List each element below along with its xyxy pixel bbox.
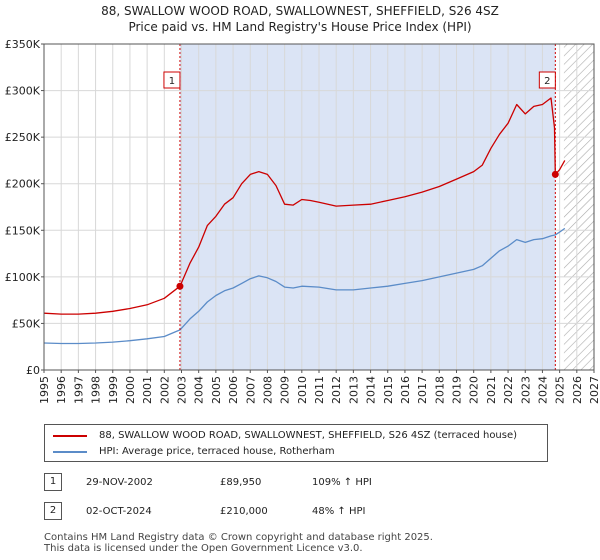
x-tick-label: 2003 bbox=[176, 376, 189, 404]
series-line-property bbox=[43, 97, 566, 315]
legend-swatch-property bbox=[53, 435, 87, 437]
x-tick-label: 2010 bbox=[296, 376, 309, 404]
y-tick-label: £350K bbox=[5, 38, 41, 51]
sale-label-box bbox=[163, 71, 181, 89]
x-tick-label: 1998 bbox=[90, 376, 103, 404]
x-tick-label: 2015 bbox=[382, 376, 395, 404]
y-tick-label: £250K bbox=[5, 131, 41, 144]
chart-title-line1: 88, SWALLOW WOOD ROAD, SWALLOWNEST, SHEF… bbox=[101, 4, 499, 18]
sale-label-number: 2 bbox=[544, 76, 550, 87]
transaction-row: 2 02-OCT-2024 £210,000 48% ↑ HPI bbox=[44, 502, 564, 522]
x-tick-label: 2006 bbox=[227, 376, 240, 404]
x-tick-label: 2002 bbox=[158, 376, 171, 404]
x-tick-label: 2016 bbox=[399, 376, 412, 404]
x-tick-label: 2012 bbox=[330, 376, 343, 404]
sale-label-box bbox=[538, 71, 556, 89]
y-tick-label: £200K bbox=[5, 178, 41, 191]
sale-label-number: 1 bbox=[169, 76, 175, 87]
x-tick-label: 1995 bbox=[38, 376, 51, 404]
transaction-date: 02-OCT-2024 bbox=[86, 506, 152, 517]
transaction-number: 2 bbox=[44, 502, 62, 520]
x-tick-label: 2004 bbox=[193, 376, 206, 404]
footer-licence: This data is licensed under the Open Gov… bbox=[44, 543, 363, 554]
x-tick-label: 2019 bbox=[451, 376, 464, 404]
x-tick-label: 2018 bbox=[433, 376, 446, 404]
transaction-date: 29-NOV-2002 bbox=[86, 477, 153, 488]
y-tick-label: £50K bbox=[12, 317, 41, 330]
footer-copyright: Contains HM Land Registry data © Crown c… bbox=[44, 532, 433, 543]
y-tick-label: £300K bbox=[5, 85, 41, 98]
legend-label-property: 88, SWALLOW WOOD ROAD, SWALLOWNEST, SHEF… bbox=[99, 430, 518, 441]
x-tick-label: 2020 bbox=[468, 376, 481, 404]
x-tick-label: 2017 bbox=[416, 376, 429, 404]
transaction-row: 1 29-NOV-2002 £89,950 109% ↑ HPI bbox=[44, 473, 564, 493]
x-tick-label: 2022 bbox=[502, 376, 515, 404]
transaction-number: 1 bbox=[44, 473, 62, 491]
x-tick-label: 2023 bbox=[519, 376, 532, 404]
x-tick-label: 2009 bbox=[279, 376, 292, 404]
y-tick-label: £0 bbox=[26, 364, 40, 377]
future-hatch-region bbox=[563, 44, 594, 370]
price-chart: 1 2 £0 £50K £100K £150K £200K £250K £300K £350K 1… bbox=[5, 38, 600, 404]
chart-title-line2: Price paid vs. HM Land Registry's House … bbox=[128, 20, 472, 34]
y-tick-label: £100K bbox=[5, 271, 41, 284]
x-tick-label: 2011 bbox=[313, 376, 326, 404]
transaction-hpi: 109% ↑ HPI bbox=[312, 477, 372, 488]
transaction-price: £89,950 bbox=[220, 477, 262, 488]
ownership-period-shade bbox=[179, 44, 556, 370]
x-tick-label: 2014 bbox=[365, 376, 378, 404]
sale-point bbox=[176, 282, 184, 290]
transaction-hpi: 48% ↑ HPI bbox=[312, 506, 366, 517]
x-tick-label: 2001 bbox=[141, 376, 154, 404]
x-tick-label: 2026 bbox=[571, 376, 584, 404]
y-tick-label: £150K bbox=[5, 224, 41, 237]
x-tick-label: 2000 bbox=[124, 376, 137, 404]
transaction-price: £210,000 bbox=[220, 506, 268, 517]
legend-label-hpi: HPI: Average price, terraced house, Roth… bbox=[99, 446, 335, 457]
x-tick-label: 1997 bbox=[72, 376, 85, 404]
x-tick-label: 1996 bbox=[55, 376, 68, 404]
x-tick-label: 1999 bbox=[107, 376, 120, 404]
series-line-hpi bbox=[43, 227, 566, 345]
x-tick-label: 2025 bbox=[554, 376, 567, 404]
x-tick-label: 2007 bbox=[244, 376, 257, 404]
x-tick-label: 2013 bbox=[347, 376, 360, 404]
x-tick-label: 2024 bbox=[536, 376, 549, 404]
x-tick-label: 2008 bbox=[261, 376, 274, 404]
chart-legend: 88, SWALLOW WOOD ROAD, SWALLOWNEST, SHEF… bbox=[44, 424, 548, 462]
sale-point bbox=[551, 170, 559, 178]
x-tick-label: 2021 bbox=[485, 376, 498, 404]
x-tick-label: 2027 bbox=[588, 376, 600, 404]
x-tick-label: 2005 bbox=[210, 376, 223, 404]
legend-swatch-hpi bbox=[53, 451, 87, 453]
